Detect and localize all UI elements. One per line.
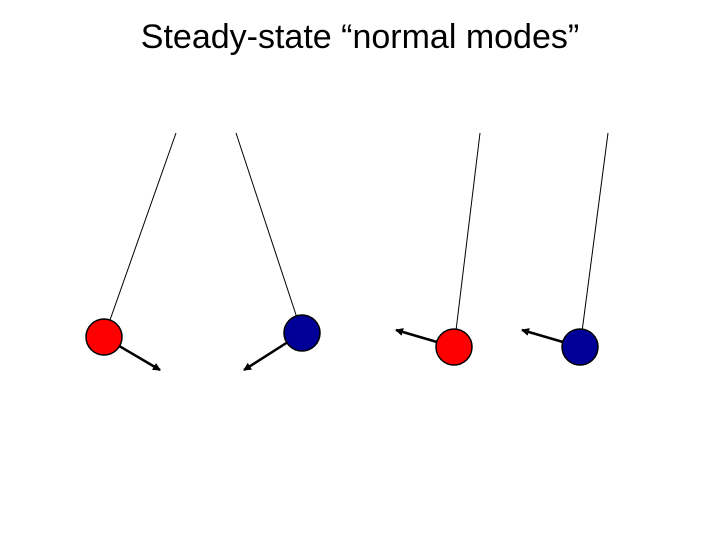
pendulum-bob [562,329,598,365]
pendulum-string [104,133,176,337]
pendulum-bob [284,315,320,351]
pendulum-diagram [0,0,720,540]
pendulum-string [236,133,302,333]
pendulum-string [454,133,480,347]
pendulum-bob [86,319,122,355]
pendulum-string [580,133,608,347]
pendulum-bob [436,329,472,365]
